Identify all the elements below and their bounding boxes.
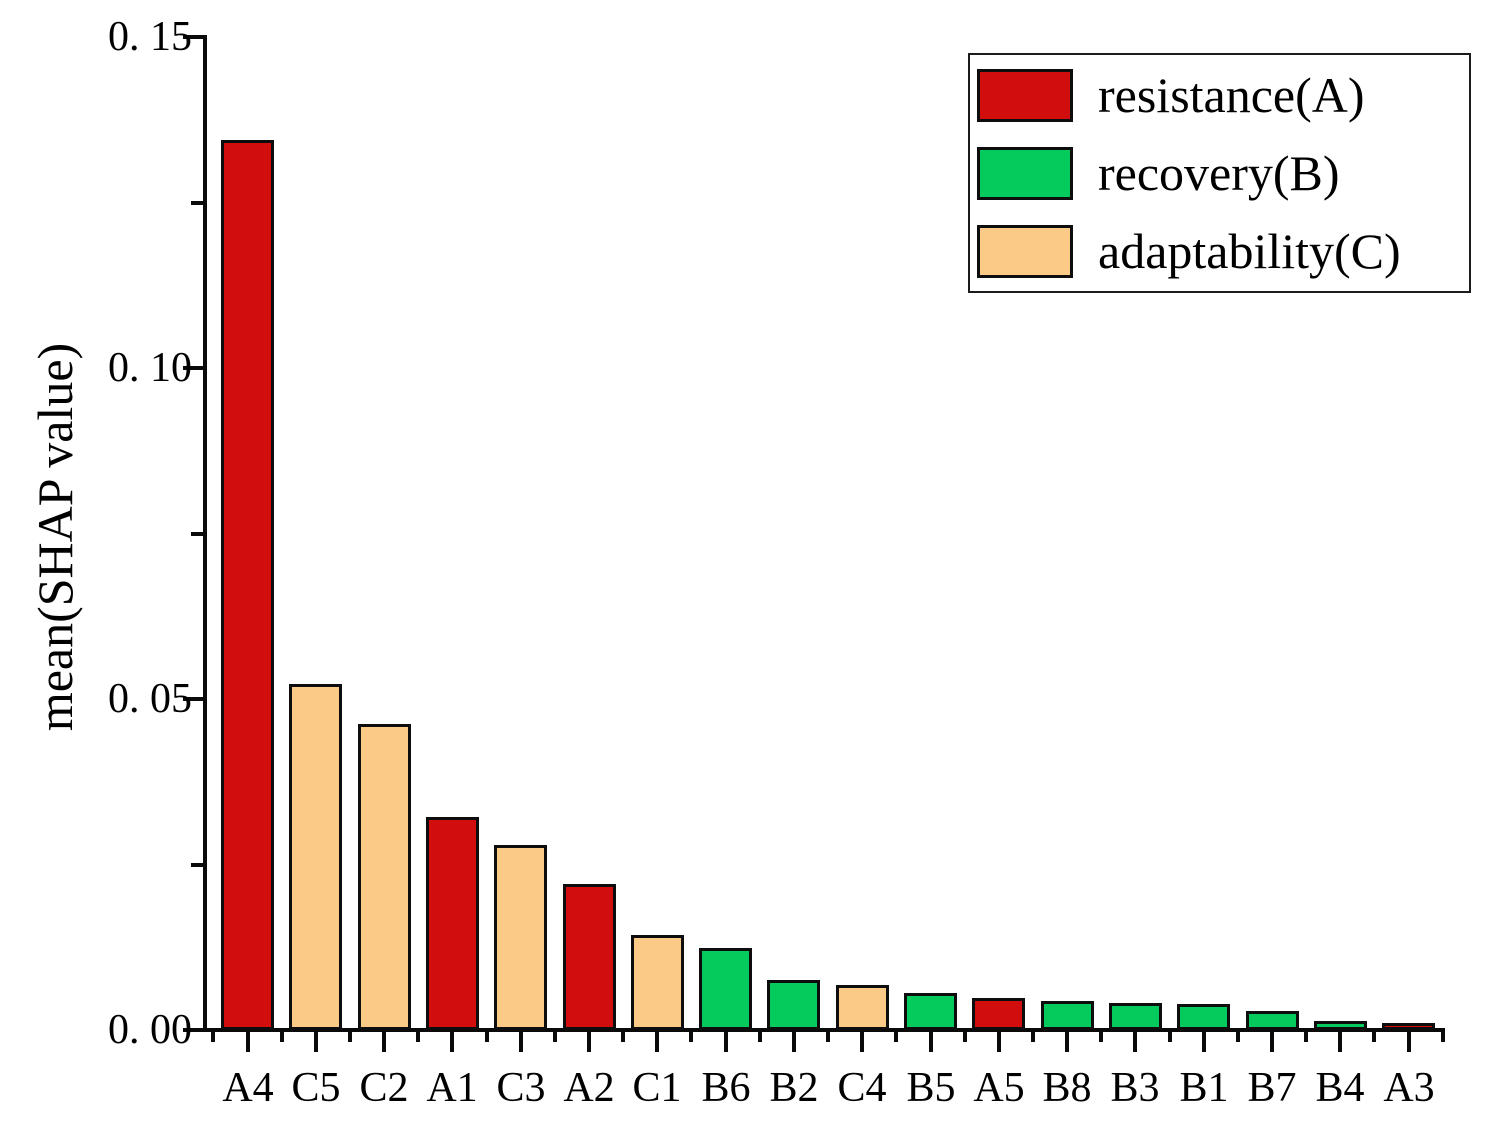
x-tick-label-B2: B2 [769,1065,819,1111]
x-axis-line [203,1028,1445,1032]
x-major-tick-B8 [1065,1028,1069,1052]
x-minor-tick [348,1028,352,1042]
legend-color-swatch-C [977,224,1073,278]
bar-B1 [1177,1004,1230,1030]
bar-C5 [289,684,342,1030]
x-major-tick-A1 [450,1028,454,1052]
x-tick-label-A5: A5 [973,1065,1025,1111]
y-major-tick-0.05 [183,697,207,701]
legend-item-B: recovery(B) [977,144,1469,201]
legend-label-B: recovery(B) [1098,144,1340,201]
bar-A4 [221,140,274,1030]
x-minor-tick [485,1028,489,1042]
y-minor-tick [191,531,207,536]
x-minor-tick [553,1028,557,1042]
bar-B6 [699,948,752,1030]
legend-color-swatch-B [977,146,1073,200]
x-tick-label-B5: B5 [906,1065,956,1111]
legend-label-A: resistance(A) [1098,66,1365,123]
x-major-tick-B5 [929,1028,933,1052]
x-major-tick-B2 [792,1028,796,1052]
x-major-tick-C2 [382,1028,386,1052]
x-minor-tick [894,1028,898,1042]
y-major-tick-0.15 [183,35,207,39]
bar-B4 [1314,1021,1367,1030]
y-tick-label-0.05: 0. 05 [108,676,192,722]
x-tick-label-B1: B1 [1179,1065,1229,1111]
bar-A1 [426,817,479,1030]
bar-B5 [904,993,957,1030]
legend-label-C: adaptability(C) [1098,222,1401,279]
x-tick-label-C1: C1 [632,1065,682,1111]
x-minor-tick [1168,1028,1172,1042]
x-major-tick-B3 [1133,1028,1137,1052]
x-tick-label-B8: B8 [1042,1065,1092,1111]
bar-B7 [1246,1011,1299,1030]
bar-C2 [358,724,411,1030]
x-tick-label-A1: A1 [426,1065,478,1111]
x-tick-label-B3: B3 [1110,1065,1160,1111]
x-major-tick-C4 [860,1028,864,1052]
bar-C4 [836,985,889,1030]
x-major-tick-A5 [997,1028,1001,1052]
legend-item-C: adaptability(C) [977,222,1469,279]
x-minor-tick [416,1028,420,1042]
y-major-tick-0.00 [183,1028,207,1032]
x-minor-tick [963,1028,967,1042]
x-major-tick-B1 [1202,1028,1206,1052]
x-major-tick-B6 [724,1028,728,1052]
bar-A2 [563,884,616,1030]
bar-A5 [972,998,1025,1030]
x-minor-tick [758,1028,762,1042]
x-minor-tick [1304,1028,1308,1042]
x-minor-tick [1441,1028,1445,1042]
x-tick-label-C5: C5 [291,1065,341,1111]
x-major-tick-C5 [314,1028,318,1052]
x-minor-tick [689,1028,693,1042]
bar-C3 [494,845,547,1030]
x-tick-label-A3: A3 [1383,1065,1435,1111]
x-major-tick-B4 [1338,1028,1342,1052]
x-minor-tick [1372,1028,1376,1042]
bar-A3 [1382,1023,1435,1030]
legend: resistance(A) recovery(B) adaptability(C) [968,53,1471,293]
bar-C1 [631,935,684,1030]
x-minor-tick [1099,1028,1103,1042]
x-major-tick-C1 [655,1028,659,1052]
x-minor-tick [280,1028,284,1042]
legend-item-A: resistance(A) [977,66,1469,123]
x-minor-tick [826,1028,830,1042]
x-major-tick-C3 [519,1028,523,1052]
x-minor-tick [1236,1028,1240,1042]
y-major-tick-0.10 [183,366,207,370]
bar-B8 [1041,1001,1094,1030]
x-tick-label-C3: C3 [496,1065,546,1111]
x-minor-tick [1031,1028,1035,1042]
y-minor-tick [191,200,207,205]
x-major-tick-B7 [1270,1028,1274,1052]
bar-B3 [1109,1003,1162,1030]
x-tick-label-C2: C2 [359,1065,409,1111]
x-tick-label-B4: B4 [1315,1065,1365,1111]
x-tick-label-B7: B7 [1247,1065,1297,1111]
y-tick-label-0.10: 0. 10 [108,345,192,391]
x-major-tick-A4 [246,1028,250,1052]
x-major-tick-A2 [587,1028,591,1052]
bar-B2 [767,980,820,1030]
x-minor-tick [211,1028,215,1042]
x-tick-label-C4: C4 [837,1065,887,1111]
y-tick-label-0.00: 0. 00 [108,1007,192,1053]
x-minor-tick [621,1028,625,1042]
x-tick-label-B6: B6 [701,1065,751,1111]
y-tick-label-0.15: 0. 15 [108,14,192,60]
legend-color-swatch-A [977,68,1073,122]
x-tick-label-A4: A4 [222,1065,274,1111]
x-major-tick-A3 [1407,1028,1411,1052]
y-minor-tick [191,862,207,867]
x-tick-label-A2: A2 [563,1065,615,1111]
